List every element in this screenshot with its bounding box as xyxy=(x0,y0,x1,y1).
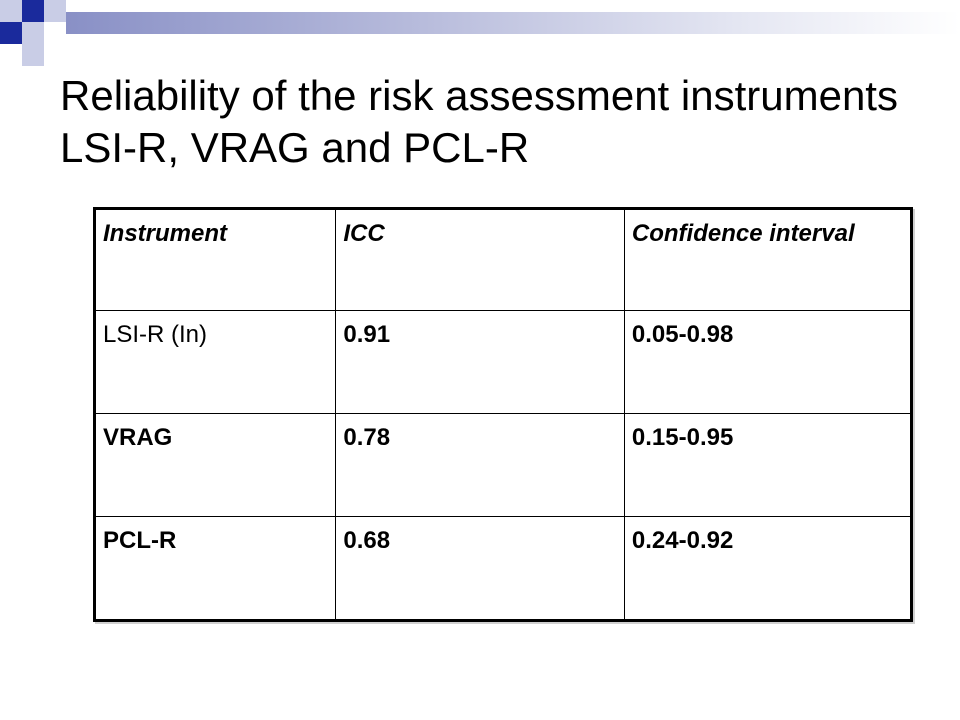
decorative-square xyxy=(0,0,22,22)
table-row: VRAG 0.78 0.15-0.95 xyxy=(93,413,913,517)
cell-icc: 0.68 xyxy=(335,516,625,621)
cell-confidence-interval: 0.05-0.98 xyxy=(623,310,913,414)
decorative-square xyxy=(0,22,22,44)
decorative-square xyxy=(22,22,44,44)
decorative-square xyxy=(44,0,66,22)
decorative-square xyxy=(22,0,44,22)
table-row: LSI-R (In) 0.91 0.05-0.98 xyxy=(93,310,913,414)
table-row: PCL-R 0.68 0.24-0.92 xyxy=(93,516,913,621)
cell-icc: 0.91 xyxy=(335,310,625,414)
cell-instrument: LSI-R (In) xyxy=(93,310,337,414)
cell-confidence-interval: 0.24-0.92 xyxy=(623,516,913,621)
slide-title: Reliability of the risk assessment instr… xyxy=(60,72,898,171)
header-confidence-interval: Confidence interval xyxy=(623,208,913,311)
header-instrument: Instrument xyxy=(93,208,337,311)
cell-instrument: VRAG xyxy=(93,413,337,517)
table-header-row: Instrument ICC Confidence interval xyxy=(93,208,913,311)
cell-confidence-interval: 0.15-0.95 xyxy=(623,413,913,517)
header-gradient-bar xyxy=(66,12,960,34)
cell-instrument: PCL-R xyxy=(93,516,337,621)
cell-icc: 0.78 xyxy=(335,413,625,517)
reliability-table: Instrument ICC Confidence interval LSI-R… xyxy=(93,207,913,622)
decorative-square xyxy=(22,44,44,66)
header-icc: ICC xyxy=(335,208,625,311)
